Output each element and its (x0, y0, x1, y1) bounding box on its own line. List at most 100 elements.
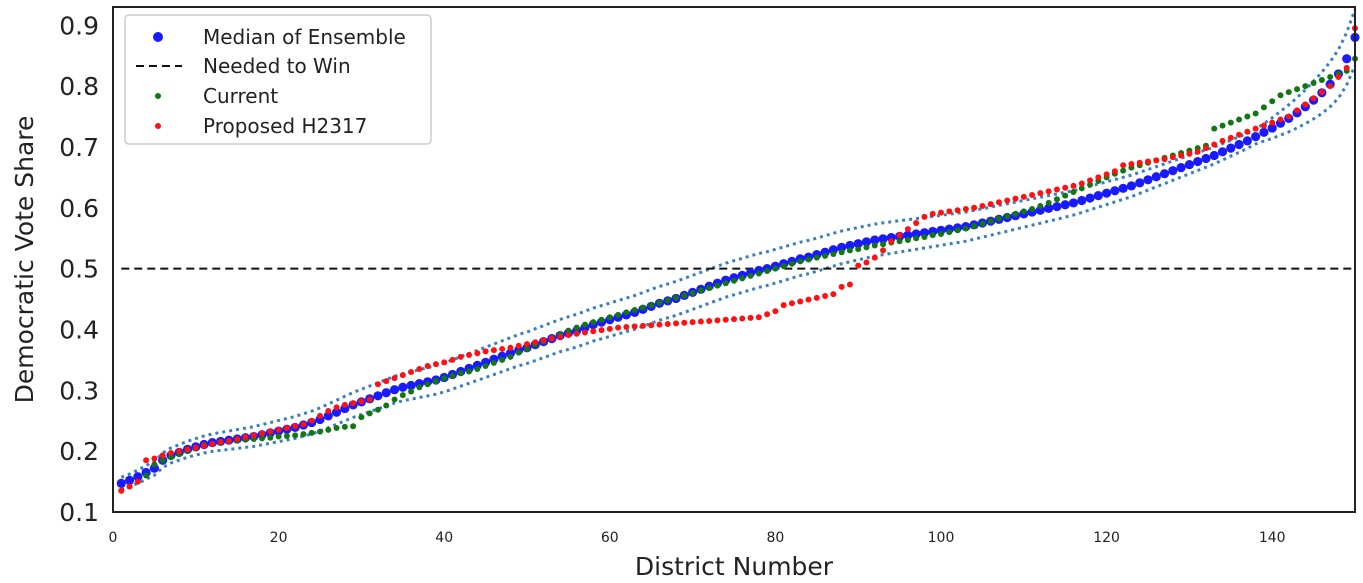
current-point (317, 428, 323, 435)
current-point (921, 233, 928, 240)
current-point (739, 275, 746, 282)
current-point (871, 242, 878, 249)
proposed-series-layer (118, 25, 1358, 494)
median-point (373, 391, 383, 401)
proposed-point (457, 353, 464, 360)
proposed-point (1045, 188, 1052, 195)
proposed-point (1161, 156, 1168, 163)
median-point (1052, 201, 1062, 212)
proposed-point (317, 412, 323, 419)
current-point (971, 223, 978, 230)
plot-frame (112, 6, 1356, 513)
median-point (861, 237, 872, 247)
current-point (838, 249, 845, 256)
proposed-point (962, 206, 969, 212)
median-point (1126, 181, 1137, 191)
proposed-point (300, 421, 307, 428)
median-point (1201, 153, 1211, 164)
proposed-point (747, 314, 754, 321)
proposed-point (1153, 157, 1160, 164)
current-point (929, 232, 936, 239)
proposed-point (524, 341, 530, 348)
current-point (1294, 86, 1301, 93)
proposed-point (532, 339, 539, 346)
proposed-point (1029, 192, 1036, 199)
current-point (1310, 80, 1317, 87)
proposed-point (466, 352, 473, 359)
current-point (1087, 181, 1094, 188)
proposed-point (1004, 197, 1011, 204)
proposed-point (134, 478, 141, 485)
x-tick-label: 20 (270, 530, 288, 546)
proposed-point (731, 316, 737, 323)
median-point (1135, 178, 1145, 188)
median-point (116, 478, 126, 489)
current-point (474, 366, 481, 373)
proposed-point (143, 457, 150, 464)
proposed-point (540, 337, 547, 344)
proposed-point (954, 207, 961, 214)
proposed-point (184, 446, 191, 453)
proposed-point (1136, 159, 1143, 166)
proposed-point (1078, 180, 1085, 187)
proposed-point (441, 359, 448, 366)
proposed-point (1294, 107, 1301, 114)
current-point (366, 410, 373, 417)
proposed-point (341, 401, 348, 408)
proposed-point (863, 259, 870, 266)
current-point (308, 429, 315, 436)
proposed-point (913, 219, 920, 226)
current-point (656, 299, 663, 306)
median-point (870, 235, 880, 245)
proposed-point (904, 226, 911, 233)
proposed-point (548, 335, 555, 342)
proposed-point (424, 362, 431, 369)
proposed-point (995, 199, 1002, 206)
proposed-point (1202, 145, 1209, 152)
median-point (1143, 175, 1153, 185)
proposed-point (606, 325, 613, 332)
proposed-point (1178, 152, 1185, 159)
proposed-point (192, 444, 199, 451)
proposed-point (1343, 64, 1350, 71)
current-point (764, 268, 771, 275)
current-point (1029, 206, 1036, 212)
current-point (863, 244, 870, 251)
current-point (424, 381, 431, 388)
proposed-point (772, 308, 779, 315)
current-point (292, 432, 299, 439)
current-point (598, 316, 605, 323)
proposed-point (1128, 160, 1135, 167)
median-point (1168, 166, 1178, 176)
current-point (416, 384, 423, 391)
current-point (449, 372, 456, 379)
median-point (1267, 123, 1277, 133)
current-point (606, 314, 613, 321)
proposed-point (176, 448, 183, 455)
proposed-point (1327, 83, 1334, 90)
median-point (124, 475, 135, 485)
proposed-point (482, 348, 489, 355)
median-point (1085, 193, 1095, 203)
current-point (780, 263, 787, 270)
proposed-point (126, 483, 133, 490)
proposed-point (159, 452, 166, 459)
proposed-point (714, 317, 721, 324)
median-point (1176, 163, 1186, 173)
proposed-point (250, 432, 257, 439)
current-point (689, 289, 696, 296)
legend: Median of Ensemble Needed to Win Current… (124, 14, 432, 145)
legend-median-marker (153, 32, 163, 42)
median-point (133, 472, 143, 482)
current-point (1070, 188, 1077, 195)
median-point (331, 407, 342, 417)
median-point (1060, 200, 1070, 210)
current-point (855, 246, 862, 253)
legend-current-label: Current (203, 84, 278, 108)
median-point (398, 382, 408, 392)
current-point (772, 265, 779, 272)
current-point (159, 457, 166, 464)
current-point (747, 272, 754, 279)
median-point (406, 380, 416, 391)
